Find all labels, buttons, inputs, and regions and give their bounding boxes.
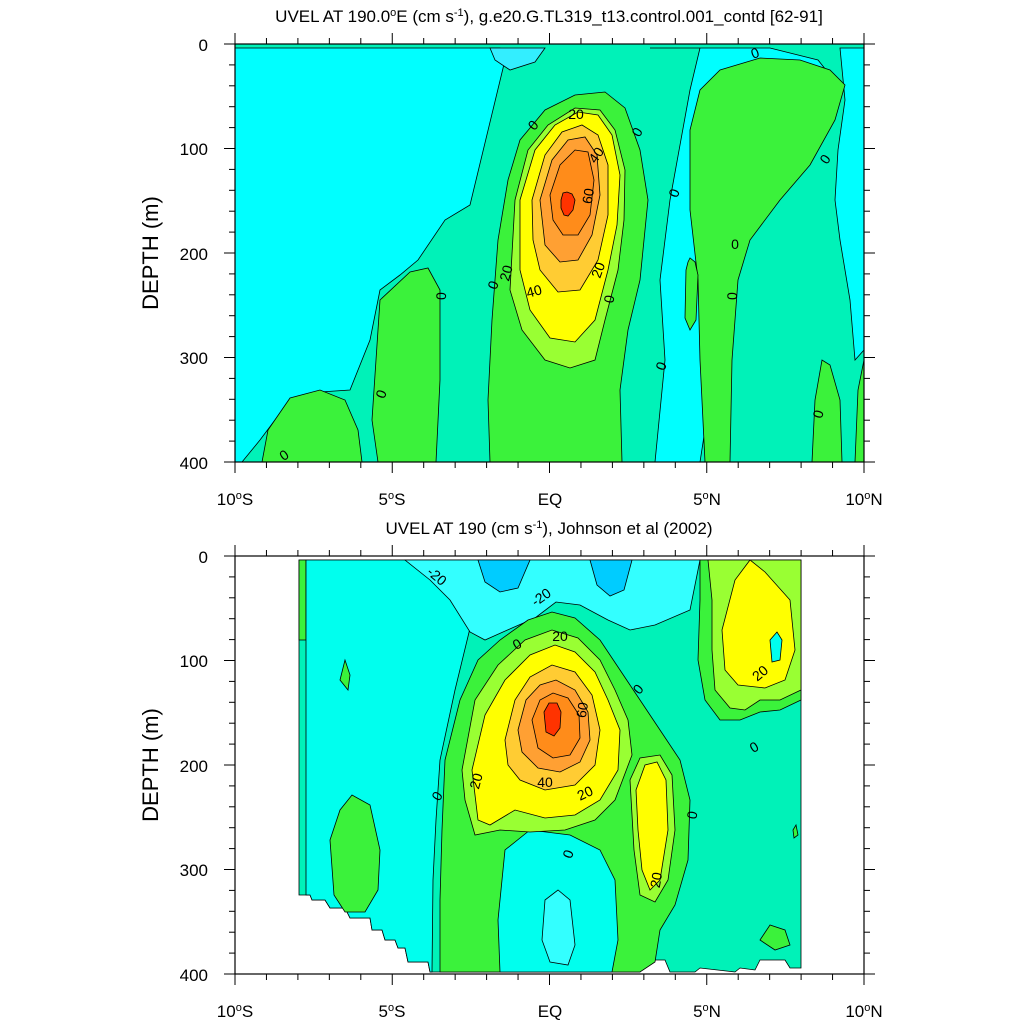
fill-level-10-north — [689, 57, 846, 462]
y-tick-label: 300 — [180, 349, 208, 368]
fill-level-10-north-deep — [759, 924, 791, 951]
x-tick-label: 10oN — [845, 1002, 882, 1021]
panel-observations: UVEL AT 190 (cm s-1), Johnson et al (200… — [138, 519, 883, 1021]
contour-label: 0 — [683, 810, 700, 821]
contour-label: 20 — [552, 628, 568, 644]
fill-level-10-north-sliver — [792, 823, 799, 839]
y-tick-labels: 0 100 200 300 400 — [180, 548, 208, 985]
x-tick-labels: 10oS 5oS EQ 5oN 10oN — [217, 490, 883, 509]
y-tick-label: 0 — [199, 36, 208, 55]
fill-negative-north — [834, 47, 864, 361]
contour-label: 20 — [466, 771, 486, 790]
x-tick-label: 5oS — [379, 490, 406, 509]
fill-level-10-west-spot — [339, 658, 351, 691]
x-tick-label: 5oS — [379, 1002, 406, 1021]
x-tick-label: EQ — [538, 1002, 563, 1021]
fill-level-70 — [543, 702, 562, 737]
contour-label: 0 — [724, 292, 740, 301]
x-tick-label: EQ — [538, 490, 563, 509]
x-tick-label: 5oN — [693, 490, 721, 509]
contour-label: 60 — [579, 187, 597, 205]
fill-level-10-north-pocket — [684, 257, 699, 331]
fill-level-10-west-pocket — [329, 794, 381, 913]
y-tick-label: 100 — [180, 652, 208, 671]
fill-negative-surface — [489, 47, 546, 71]
contour-label: 20 — [588, 260, 608, 280]
x-tick-label: 5oN — [693, 1002, 721, 1021]
fill-negative-surface-core — [477, 559, 531, 593]
y-tick-label: 200 — [180, 757, 208, 776]
y-tick-labels: 0 100 200 300 400 — [180, 36, 208, 473]
contour-label: 20 — [575, 782, 596, 803]
fill-level-10-north-edge — [854, 359, 864, 462]
fill-level-70 — [560, 191, 576, 217]
fill-negative-south — [235, 47, 506, 462]
y-tick-label: 400 — [180, 966, 208, 985]
fill-level-10-deep — [261, 389, 363, 462]
contour-label: 0 — [809, 408, 827, 420]
contour-label: 20 — [647, 871, 665, 889]
fill-level-30-deep-pocket — [635, 761, 669, 891]
fill-level-10-south — [371, 267, 441, 462]
y-axis-title: DEPTH (m) — [138, 708, 163, 822]
fill-level-10-north-deep — [811, 359, 843, 462]
axis-ticks — [224, 33, 875, 473]
panel-title: UVEL AT 190.0oE (cm s-1), g.e20.G.TL319_… — [275, 7, 823, 26]
contour-label: 20 — [568, 106, 584, 122]
x-tick-label: 10oS — [217, 490, 253, 509]
y-tick-label: 300 — [180, 861, 208, 880]
y-axis-title: DEPTH (m) — [138, 196, 163, 310]
contour-field — [235, 44, 864, 462]
contour-label: 40 — [524, 281, 543, 301]
y-tick-label: 400 — [180, 454, 208, 473]
panel-model: UVEL AT 190.0oE (cm s-1), g.e20.G.TL319_… — [138, 7, 883, 509]
y-tick-label: 200 — [180, 245, 208, 264]
fill-level-10-west-edge — [298, 559, 307, 641]
x-tick-label: 10oN — [845, 490, 882, 509]
fill-negative-north-pocket — [769, 631, 783, 663]
fill-negative-deep-center-core — [541, 889, 576, 966]
fill-level-60 — [549, 149, 595, 236]
fill-negative-surface-core-2 — [589, 559, 633, 597]
contour-label: 40 — [537, 774, 553, 790]
contour-field — [298, 559, 802, 973]
contour-label: 0 — [433, 292, 449, 301]
x-tick-labels: 10oS 5oS EQ 5oN 10oN — [217, 1002, 883, 1021]
x-tick-label: 10oS — [217, 1002, 253, 1021]
contour-label: 20 — [496, 263, 516, 282]
contour-label: 0 — [731, 236, 739, 252]
y-tick-label: 0 — [199, 548, 208, 567]
y-tick-label: 100 — [180, 140, 208, 159]
panel-title: UVEL AT 190 (cm s-1), Johnson et al (200… — [386, 519, 713, 538]
contour-label: 60 — [573, 701, 591, 719]
contour-label: 0 — [600, 294, 617, 305]
axis-ticks — [224, 545, 875, 985]
